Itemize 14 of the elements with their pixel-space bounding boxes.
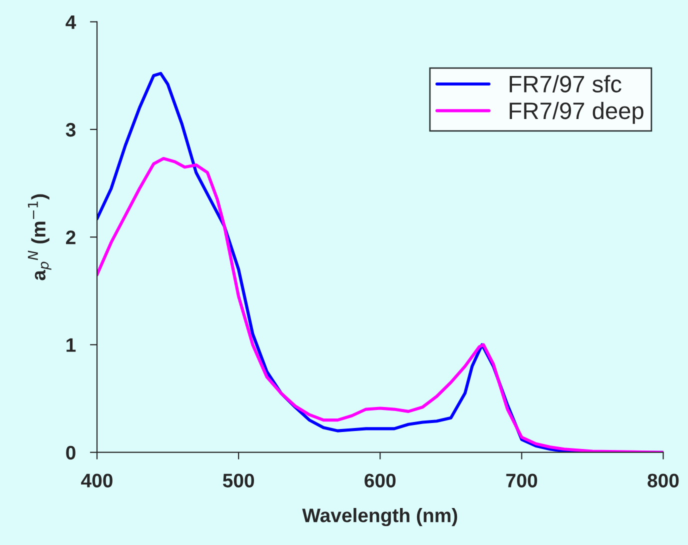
- x-tick-label: 600: [364, 474, 396, 488]
- y-tick-label: 4: [66, 15, 76, 29]
- x-tick-label: 400: [81, 474, 112, 488]
- y-tick-label: 1: [66, 338, 76, 352]
- x-tick-label: 700: [506, 474, 538, 488]
- x-tick-label: 500: [222, 474, 254, 488]
- x-tick-label: 800: [648, 474, 679, 488]
- x-axis-title: Wavelength (nm): [302, 508, 458, 526]
- y-axis-title: a$_{p}$$^{N}$ (m$^{−1}$): [28, 194, 52, 280]
- y-tick-label: 2: [66, 230, 76, 244]
- legend-label: FR7/97 sfc: [510, 75, 622, 92]
- y-tick-label: 3: [66, 122, 76, 137]
- legend-label: FR7/97 deep: [510, 102, 644, 124]
- y-tick-label: 0: [66, 446, 76, 460]
